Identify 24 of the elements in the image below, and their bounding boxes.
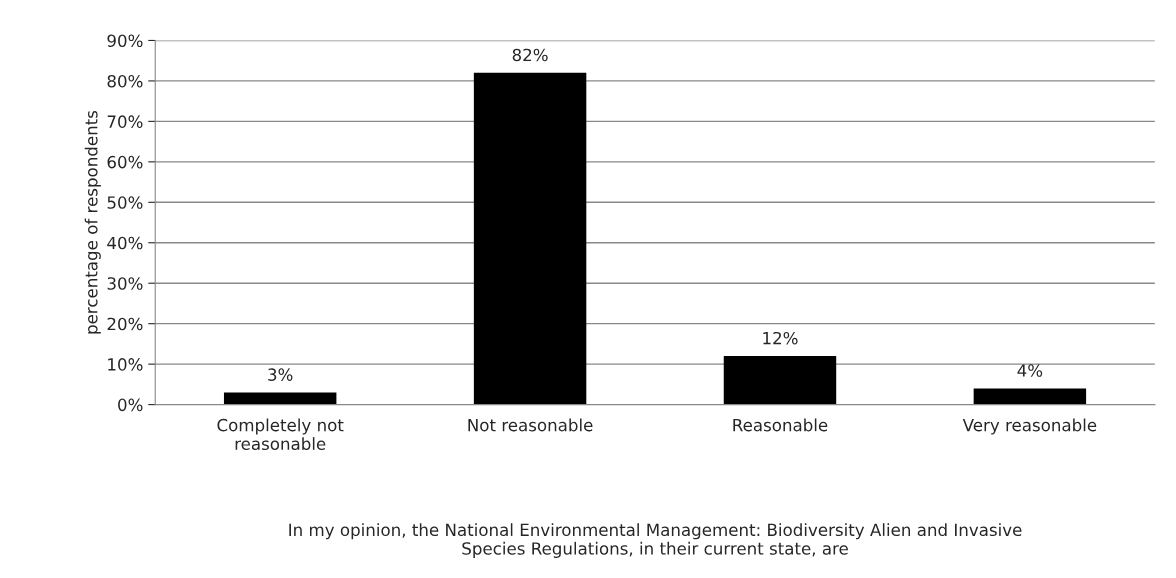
y-tick-label: 0%: [118, 398, 143, 412]
y-tick-label: 60%: [107, 155, 143, 169]
y-tick-label: 30%: [107, 277, 143, 290]
y-tick-label: 10%: [108, 358, 143, 371]
bar: [223, 392, 337, 405]
y-tick-label: 20%: [107, 317, 143, 331]
x-tick-label: Not reasonable: [468, 418, 593, 432]
y-tick-label: 90%: [107, 34, 143, 48]
y-tick-label: 70%: [107, 115, 143, 128]
data-label: 3%: [268, 368, 293, 381]
y-tick-label: 40%: [107, 236, 143, 250]
x-axis-title: In my opinion, the National Environmental Management: Biodiversity Alien and Invasive Species Regulations, in their current state, are: [289, 523, 1022, 558]
x-tick-label: Reasonable: [733, 418, 828, 432]
y-axis-title: percentage of respondents: [84, 110, 101, 334]
bar: [973, 388, 1087, 405]
bar: [473, 72, 587, 405]
x-tick-label: Very reasonable: [962, 418, 1097, 435]
y-tick-label: 80%: [107, 74, 143, 88]
bar: [723, 356, 837, 405]
data-label: 4%: [1017, 364, 1043, 377]
data-label: 12%: [763, 331, 798, 345]
x-tick-label: Completely not reasonable: [217, 418, 344, 451]
data-label: 82%: [512, 48, 548, 62]
y-tick-label: 50%: [107, 196, 143, 209]
